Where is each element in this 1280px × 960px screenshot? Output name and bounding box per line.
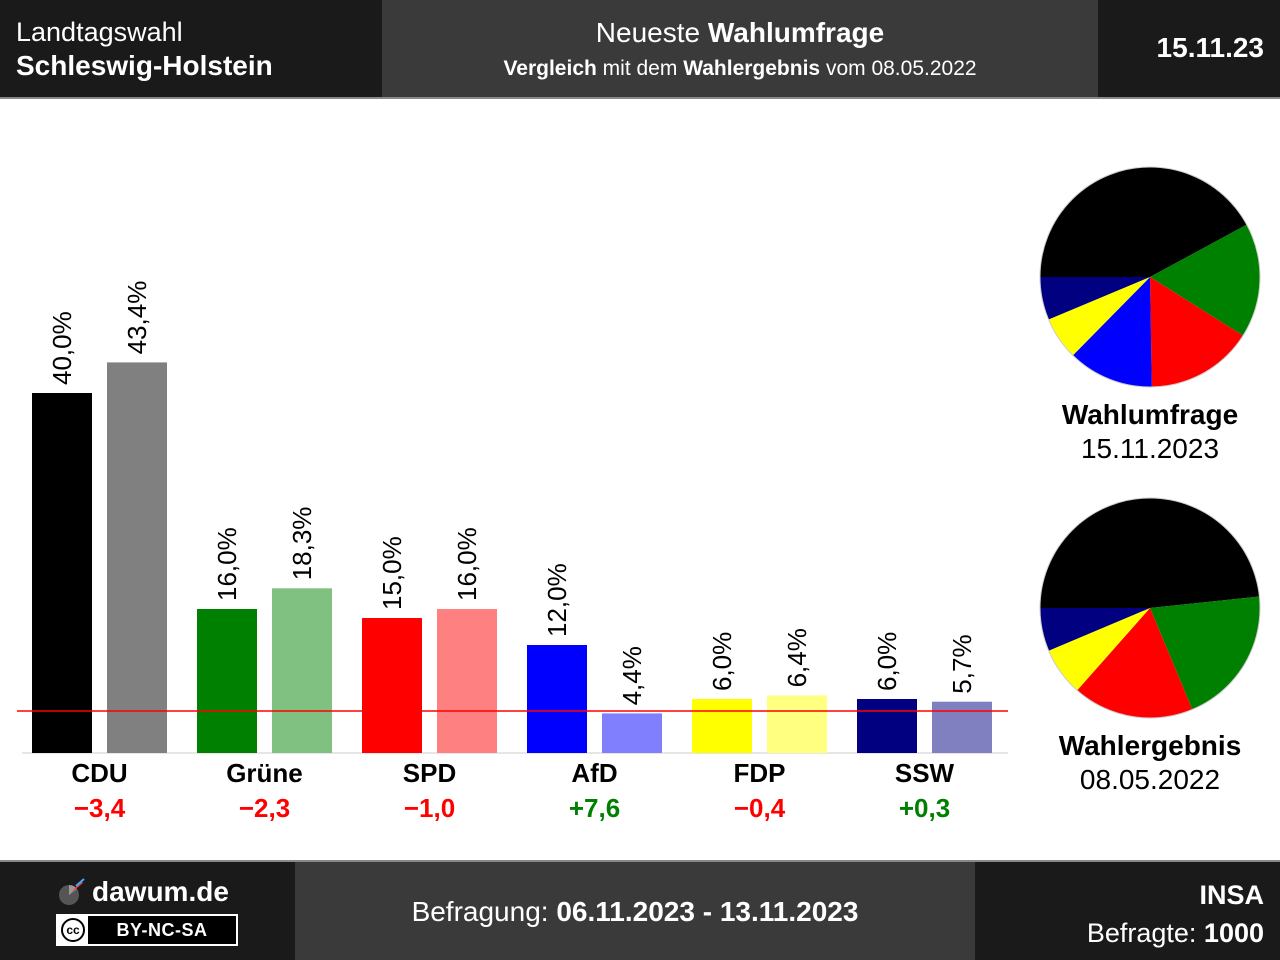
institute-block: INSA Befragte: 1000 <box>975 862 1280 960</box>
page-title: Neueste Wahlumfrage <box>382 16 1098 50</box>
value-label-afd-result: 4,4% <box>617 646 647 705</box>
category-label-afd: AfD <box>571 758 617 788</box>
bar-grüne-result <box>272 588 332 753</box>
difference-label-spd: −1,0 <box>404 793 455 823</box>
difference-label-grüne: −2,3 <box>239 793 290 823</box>
subtitle-plain2: vom 08.05.2022 <box>820 57 977 80</box>
pie-poll-slice-2 <box>1150 277 1244 387</box>
value-label-fdp-result: 6,4% <box>782 628 812 687</box>
difference-label-cdu: −3,4 <box>74 793 126 823</box>
pie-poll-slice-4 <box>1048 277 1150 356</box>
bar-ssw-poll <box>857 699 917 753</box>
respondents: Befragte: 1000 <box>975 914 1264 952</box>
category-label-spd: SPD <box>403 758 456 788</box>
page-subtitle: Vergleich mit dem Wahlergebnis vom 08.05… <box>382 50 1098 88</box>
bar-spd-poll <box>362 618 422 753</box>
pie-label-result: Wahlergebnis 08.05.2022 <box>1030 729 1270 797</box>
header: Landtagswahl Schleswig-Holstein Neueste … <box>0 0 1280 99</box>
difference-label-fdp: −0,4 <box>734 793 786 823</box>
value-label-spd-result: 16,0% <box>452 527 482 601</box>
bar-spd-result <box>437 609 497 753</box>
pie-date-result: 08.05.2022 <box>1079 764 1221 795</box>
difference-label-afd: +7,6 <box>569 793 620 823</box>
footer: dawum.de cc BY-NC-SA Befragung: 06.11.20… <box>0 860 1280 960</box>
footer-divider <box>0 860 1280 862</box>
footer-brand-block: dawum.de cc BY-NC-SA <box>0 862 295 960</box>
license-text: BY-NC-SA <box>88 916 236 944</box>
value-label-fdp-poll: 6,0% <box>707 632 737 691</box>
pie-result-outline <box>1039 497 1261 719</box>
category-label-cdu: CDU <box>71 758 127 788</box>
value-label-ssw-poll: 6,0% <box>872 632 902 691</box>
value-label-cdu-poll: 40,0% <box>47 311 77 385</box>
respondents-value: 1000 <box>1203 918 1264 948</box>
pie-chart-result <box>1039 497 1261 719</box>
value-label-ssw-result: 5,7% <box>947 634 977 693</box>
header-divider <box>0 97 1280 99</box>
header-date: 15.11.23 <box>1098 0 1280 98</box>
bar-chart: 40,0% 43,4% CDU −3,4 16,0% 18,3% Grüne −2,3 15,0… <box>17 281 1008 823</box>
period-label: Befragung: <box>411 896 557 927</box>
pie-result-slice-2 <box>1077 608 1193 719</box>
pie-poll-slice-0 <box>1040 167 1247 277</box>
dawum-logo-icon <box>59 878 85 905</box>
period-value: 06.11.2023 - 13.11.2023 <box>556 896 859 927</box>
pie-poll-slice-1 <box>1150 224 1260 336</box>
bar-cdu-result <box>107 362 167 753</box>
survey-period: Befragung: 06.11.2023 - 13.11.2023 <box>295 862 975 960</box>
bar-ssw-result <box>932 701 992 753</box>
bar-afd-result <box>602 713 662 753</box>
category-label-fdp: FDP <box>734 758 786 788</box>
pie-chart-poll <box>1039 166 1261 388</box>
brand-link[interactable]: dawum.de <box>56 876 229 908</box>
title-plain: Neueste <box>595 17 708 48</box>
bar-afd-poll <box>527 645 587 753</box>
pie-label-poll: Wahlumfrage 15.11.2023 <box>1030 398 1270 466</box>
category-label-ssw: SSW <box>895 758 955 788</box>
difference-label-ssw: +0,3 <box>899 793 950 823</box>
pie-result-slice-1 <box>1150 596 1260 710</box>
header-region: Landtagswahl Schleswig-Holstein <box>0 0 382 98</box>
value-label-grüne-poll: 16,0% <box>212 527 242 601</box>
brand-name: dawum.de <box>92 876 229 907</box>
header-title-block: Neueste Wahlumfrage Vergleich mit dem Wa… <box>382 0 1098 98</box>
cc-text: cc <box>61 918 85 942</box>
pie-date-poll: 15.11.2023 <box>1080 433 1220 464</box>
value-label-grüne-result: 18,3% <box>287 507 317 581</box>
bar-cdu-poll <box>32 393 92 753</box>
bar-grüne-poll <box>197 609 257 753</box>
value-label-spd-poll: 15,0% <box>377 536 407 610</box>
subtitle-bold1: Vergleich <box>503 57 597 80</box>
institute-name: INSA <box>1199 880 1264 910</box>
pie-poll-slice-3 <box>1072 277 1152 387</box>
pie-result-slice-0 <box>1040 498 1260 608</box>
bar-fdp-result <box>767 695 827 753</box>
pie-result-slice-4 <box>1040 608 1150 651</box>
value-label-cdu-result: 43,4% <box>122 281 152 355</box>
pie-poll-slice-5 <box>1040 277 1150 320</box>
pie-title-poll: Wahlumfrage <box>1061 399 1239 430</box>
pie-poll-outline <box>1039 166 1261 388</box>
value-label-afd-poll: 12,0% <box>542 563 572 637</box>
respondents-label: Befragte: <box>1086 918 1204 948</box>
pie-result-slice-3 <box>1048 608 1150 691</box>
bar-fdp-poll <box>692 699 752 753</box>
cc-icon: cc <box>58 916 88 944</box>
subtitle-plain1: mit dem <box>596 57 684 80</box>
pie-title-result: Wahlergebnis <box>1058 730 1242 761</box>
title-bold: Wahlumfrage <box>707 17 885 48</box>
subtitle-bold2: Wahlergebnis <box>683 57 821 80</box>
category-label-grüne: Grüne <box>226 758 303 788</box>
license-badge[interactable]: cc BY-NC-SA <box>56 914 238 946</box>
region-line1: Landtagswahl <box>16 17 183 47</box>
region-line2: Schleswig-Holstein <box>16 50 273 81</box>
